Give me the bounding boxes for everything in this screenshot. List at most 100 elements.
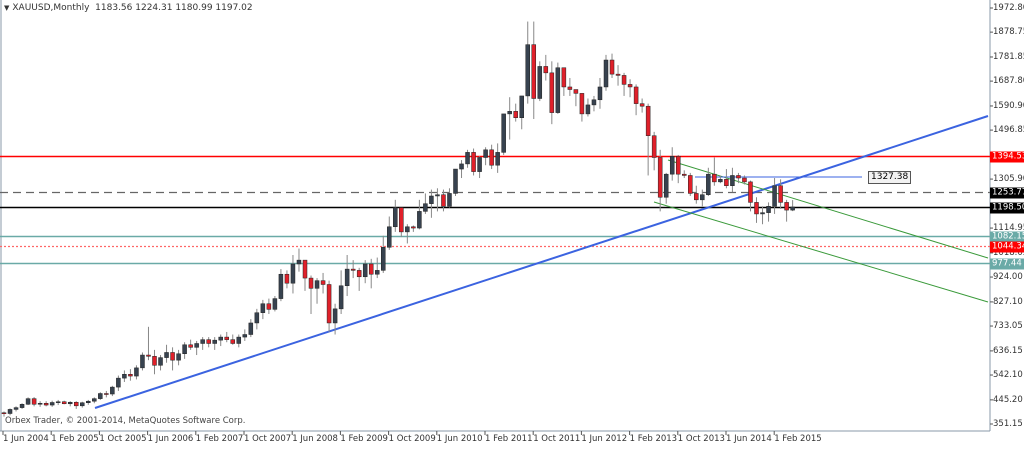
candle: [736, 175, 741, 179]
price-level-tag: 1044.34: [990, 241, 1024, 252]
trendline-long-term-uptrend[interactable]: [94, 115, 989, 409]
candle: [278, 273, 284, 299]
candle: [206, 339, 211, 344]
candle: [760, 212, 765, 215]
candle: [669, 155, 675, 175]
candle: [43, 403, 49, 406]
candle: [272, 298, 278, 310]
symbol-label: XAUUSD,Monthly: [12, 3, 90, 13]
time-axis-label: 1 Oct 2011: [533, 434, 581, 444]
time-axis-label: 1 Oct 2009: [388, 434, 436, 444]
candle: [790, 206, 795, 211]
time-axis-label: 1 Feb 2007: [195, 434, 244, 444]
candle: [573, 89, 579, 94]
candle: [706, 173, 711, 195]
candle: [218, 336, 223, 341]
candle: [405, 226, 410, 233]
candle: [284, 273, 290, 284]
candle: [242, 334, 248, 338]
candle: [483, 149, 488, 158]
candle: [567, 86, 573, 90]
candle: [471, 152, 476, 172]
price-axis-label: 636.15: [993, 345, 1023, 356]
candle: [639, 103, 645, 107]
candle: [603, 59, 609, 88]
candle: [122, 374, 127, 379]
price-axis-label: 542.10: [993, 370, 1023, 381]
price-level-tag: 1198.50: [990, 202, 1024, 213]
candle: [525, 44, 530, 97]
candle: [748, 181, 753, 203]
candle: [230, 339, 236, 344]
time-axis-label: 1 Oct 2005: [99, 434, 147, 444]
time-axis-label: 1 Feb 2009: [340, 434, 388, 444]
candle: [633, 86, 639, 104]
candle: [766, 205, 771, 213]
candle: [663, 173, 669, 198]
candle: [513, 111, 518, 118]
candle: [314, 280, 320, 289]
candle: [25, 398, 31, 405]
candle: [146, 354, 151, 357]
candle: [338, 285, 344, 310]
candle: [441, 194, 446, 207]
time-axis-label: 1 Feb 2013: [629, 434, 678, 444]
candle: [86, 400, 91, 403]
time-axis-label: 1 Jun 2004: [3, 434, 49, 444]
candle: [459, 163, 464, 170]
candle: [182, 344, 187, 354]
price-axis-label: 733.05: [993, 321, 1023, 332]
candle: [399, 207, 404, 233]
price-axis-label: 1018.05: [993, 247, 1024, 258]
price-axis-label: 1114.95: [993, 223, 1024, 234]
candle: [700, 194, 705, 201]
candle: [248, 322, 254, 335]
candle: [164, 352, 169, 358]
price-axis-label: 1878.75: [993, 27, 1024, 38]
candle: [302, 259, 308, 279]
candle: [200, 339, 205, 344]
candle: [453, 168, 458, 194]
candle: [61, 401, 67, 405]
candle: [417, 211, 422, 229]
price-axis-label: 1687.80: [993, 76, 1024, 87]
trendline-channel-upper[interactable]: [667, 159, 989, 259]
candle: [501, 113, 506, 153]
candle: [368, 263, 374, 275]
trendline-channel-lower[interactable]: [653, 201, 989, 303]
candle: [675, 155, 681, 175]
candle: [724, 179, 729, 186]
candle: [651, 135, 657, 158]
candle: [597, 86, 603, 101]
candle: [110, 386, 115, 395]
time-axis-label: 1 Jun 2006: [147, 434, 194, 444]
candle: [73, 401, 79, 407]
candle: [374, 270, 380, 275]
candle: [393, 207, 398, 228]
candle: [615, 73, 621, 76]
collapse-triangle-icon[interactable]: ▼: [4, 4, 10, 12]
candle: [778, 185, 783, 203]
candle: [507, 111, 512, 115]
candle: [140, 354, 145, 369]
ohlc-values: 1183.56 1224.31 1180.99 1197.02: [95, 3, 253, 13]
price-level-tag: 977.44: [990, 258, 1024, 269]
candle: [308, 277, 314, 289]
candle: [320, 280, 326, 285]
candle: [730, 175, 735, 186]
candle: [19, 404, 25, 408]
candle: [170, 352, 175, 361]
price-annotation-1327[interactable]: 1327.38: [868, 171, 912, 184]
price-axis-label: 351.15: [993, 419, 1023, 429]
candle: [49, 402, 55, 406]
candle: [332, 308, 338, 324]
candle: [549, 72, 555, 113]
candle: [447, 193, 452, 207]
candle: [489, 149, 494, 166]
candle: [254, 312, 260, 324]
candle: [555, 67, 561, 113]
candle: [627, 84, 633, 88]
candle: [609, 59, 615, 75]
candle: [31, 398, 37, 405]
